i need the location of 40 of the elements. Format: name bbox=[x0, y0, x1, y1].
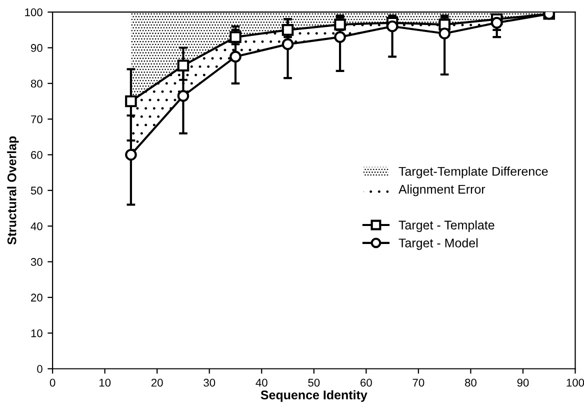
y-tick-label: 20 bbox=[31, 294, 42, 302]
y-tick-label: 80 bbox=[30, 80, 42, 88]
annotation: Target-Template Difference bbox=[398, 166, 548, 178]
x-tick-label: 0 bbox=[50, 378, 56, 387]
x-tick-label: 20 bbox=[151, 378, 163, 387]
y-tick-label: 90 bbox=[31, 44, 42, 52]
x-tick-label: 70 bbox=[412, 378, 424, 387]
point bbox=[282, 38, 294, 50]
y-tick-label: 70 bbox=[31, 115, 42, 124]
legend-label: Target - Template bbox=[398, 220, 494, 232]
y-tick-label: 40 bbox=[30, 222, 42, 230]
point bbox=[334, 18, 346, 30]
x-tick-label: 40 bbox=[256, 378, 268, 387]
x-tick-label: 80 bbox=[465, 378, 476, 387]
y-tick-label: 50 bbox=[30, 186, 42, 195]
point bbox=[230, 31, 242, 43]
point bbox=[438, 28, 450, 40]
y-tick-label: 10 bbox=[31, 329, 42, 338]
point bbox=[125, 95, 137, 108]
annotation: Alignment Error bbox=[398, 184, 486, 196]
point bbox=[230, 50, 242, 63]
y-axis-title: Structural Overlap bbox=[7, 136, 19, 245]
point bbox=[334, 31, 346, 43]
point bbox=[125, 148, 137, 161]
x-tick-label: 90 bbox=[517, 378, 529, 387]
point bbox=[282, 24, 294, 36]
point bbox=[177, 60, 190, 72]
y-tick-label: 60 bbox=[31, 151, 42, 159]
x-tick-label: 30 bbox=[204, 378, 216, 387]
y-tick-label: 30 bbox=[30, 258, 42, 266]
x-tick-label: 10 bbox=[99, 378, 111, 387]
y-tick-label: 0 bbox=[37, 365, 42, 373]
x-tick-label: 100 bbox=[566, 378, 584, 387]
x-tick-label: 60 bbox=[360, 378, 372, 387]
x-tick-label: 50 bbox=[308, 378, 320, 387]
x-axis-title: Sequence Identity bbox=[260, 390, 368, 402]
point bbox=[177, 90, 190, 102]
legend-label: Target - Model bbox=[398, 238, 478, 250]
point bbox=[386, 20, 398, 32]
y-tick-label: 100 bbox=[25, 8, 42, 16]
